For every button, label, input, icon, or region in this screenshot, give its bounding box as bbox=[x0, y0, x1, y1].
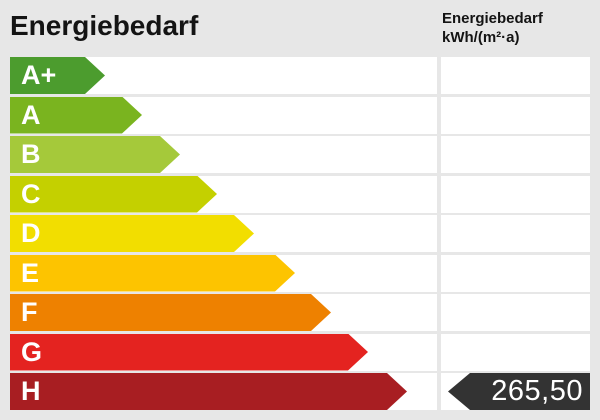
scale-row-d: D bbox=[0, 215, 600, 252]
scale-bar-label: D bbox=[21, 218, 41, 248]
scale-bar-label: G bbox=[21, 336, 43, 367]
scale-row-a-plus: A+ bbox=[0, 57, 600, 94]
scale-row-e: E bbox=[0, 254, 600, 292]
row-value-cell: 265,50 bbox=[441, 373, 590, 410]
row-value-cell bbox=[441, 96, 590, 134]
scale-bar-a-plus: A+ bbox=[10, 57, 105, 94]
row-value-cell bbox=[441, 254, 590, 292]
row-value-cell bbox=[441, 294, 590, 331]
scale-bar-c: C bbox=[10, 176, 217, 213]
scale-row-g: G bbox=[0, 333, 600, 371]
scale-row-c: C bbox=[0, 175, 600, 213]
row-value-cell bbox=[441, 215, 590, 252]
scale-bar-label: B bbox=[21, 139, 41, 169]
energy-scale: A+ A B C D E bbox=[0, 57, 600, 410]
scale-bar-g: G bbox=[10, 334, 368, 371]
scale-row-b: B bbox=[0, 136, 600, 173]
scale-row-h: 265,50 H bbox=[0, 373, 600, 410]
scale-bar-f: F bbox=[10, 294, 331, 331]
unit-header-unit: kWh/(m²·a) bbox=[442, 29, 520, 46]
scale-row-a: A bbox=[0, 96, 600, 134]
unit-header: Energiebedarf kWh/(m²·a) bbox=[442, 9, 543, 47]
row-value-cell bbox=[441, 57, 590, 94]
scale-bar-label: A bbox=[21, 99, 41, 130]
row-value-cell bbox=[441, 175, 590, 213]
unit-header-title: Energiebedarf bbox=[442, 10, 543, 27]
row-value-cell bbox=[441, 136, 590, 173]
scale-bar-label: A+ bbox=[21, 60, 57, 90]
scale-bar-d: D bbox=[10, 215, 254, 252]
row-value-cell bbox=[441, 333, 590, 371]
scale-bar-label: H bbox=[21, 376, 41, 406]
scale-bar-a: A bbox=[10, 97, 142, 134]
scale-bar-b: B bbox=[10, 136, 180, 173]
value-badge: 265,50 bbox=[448, 373, 590, 410]
scale-bar-h: H bbox=[10, 373, 407, 410]
value-badge-text: 265,50 bbox=[491, 375, 583, 407]
scale-bar-label: E bbox=[21, 257, 40, 288]
scale-bar-label: F bbox=[21, 297, 38, 327]
scale-bar-label: C bbox=[21, 178, 41, 209]
scale-bar-e: E bbox=[10, 255, 295, 292]
scale-row-f: F bbox=[0, 294, 600, 331]
page-title: Energiebedarf bbox=[10, 10, 199, 41]
